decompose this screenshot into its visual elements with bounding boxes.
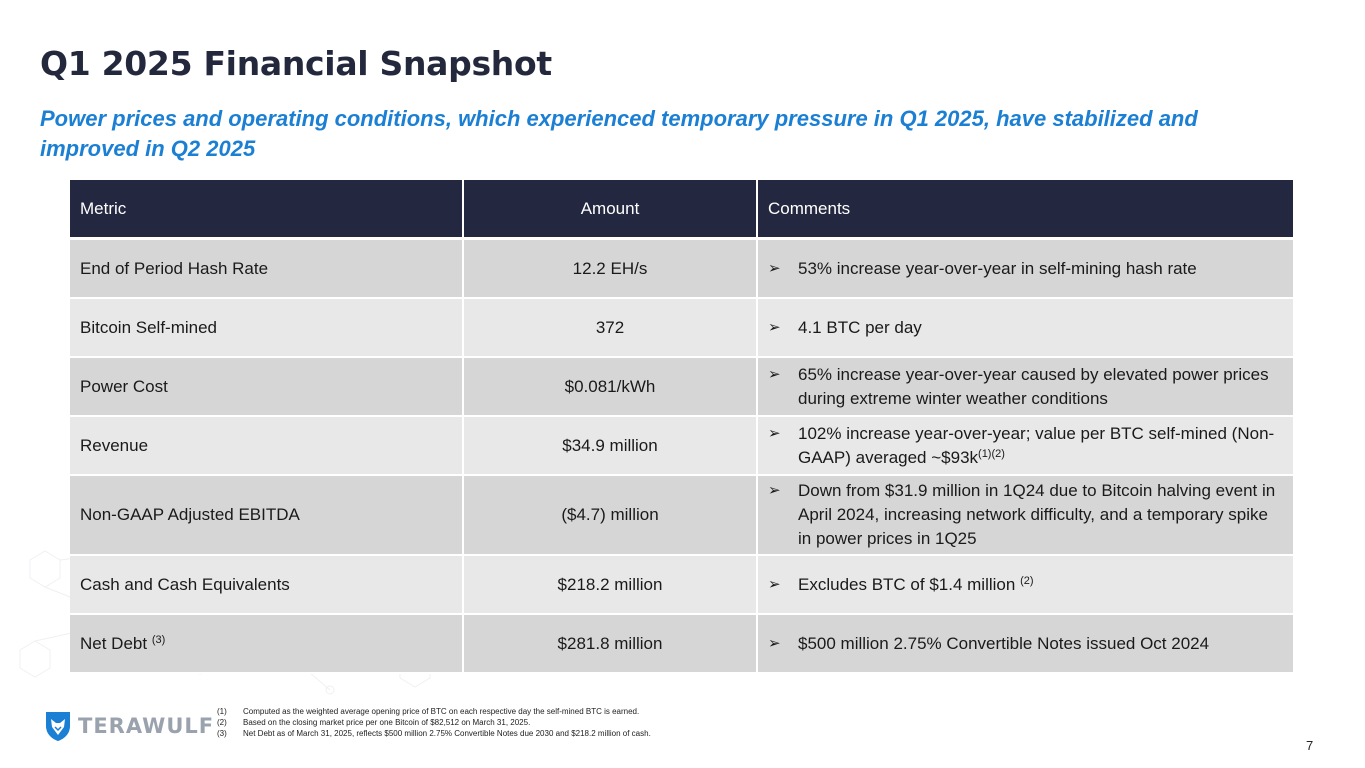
metric-cell: Non-GAAP Adjusted EBITDA: [70, 475, 464, 556]
table-row: Net Debt (3) $281.8 million ➢ $500 millio…: [70, 614, 1293, 674]
header-metric: Metric: [70, 180, 464, 240]
arrow-bullet-icon: ➢: [768, 575, 781, 593]
amount-cell: 372: [463, 298, 758, 358]
metric-cell: Net Debt (3): [70, 614, 464, 674]
comment-cell: ➢ 53% increase year-over-year in self-min…: [757, 238, 1293, 299]
arrow-bullet-icon: ➢: [768, 259, 781, 277]
footnote: (2) Based on the closing market price per…: [217, 718, 531, 727]
table-row: Power Cost $0.081/kWh ➢ 65% increase year…: [70, 357, 1293, 417]
arrow-bullet-icon: ➢: [768, 318, 781, 336]
terawulf-logo: TERAWULF: [44, 710, 214, 742]
amount-cell: $34.9 million: [463, 416, 758, 476]
table-row: Bitcoin Self-mined 372 ➢ 4.1 BTC per day: [70, 298, 1293, 358]
footnotes: (1) Computed as the weighted average open…: [217, 706, 651, 739]
arrow-bullet-icon: ➢: [768, 424, 781, 442]
wolf-shield-icon: [46, 712, 70, 741]
metric-cell: Revenue: [70, 416, 464, 476]
comment-cell: ➢ Down from $31.9 million in 1Q24 due to …: [757, 475, 1293, 556]
page-title: Q1 2025 Financial Snapshot: [40, 44, 552, 83]
comment-cell: ➢ 4.1 BTC per day: [757, 298, 1293, 358]
amount-cell: $0.081/kWh: [463, 357, 758, 417]
header-comments: Comments: [757, 180, 1293, 240]
amount-cell: ($4.7) million: [463, 475, 758, 556]
page-number: 7: [1306, 738, 1314, 753]
arrow-bullet-icon: ➢: [768, 365, 781, 383]
comment-cell: ➢ 102% increase year-over-year; value per…: [757, 416, 1293, 476]
table-row: End of Period Hash Rate 12.2 EH/s ➢ 53% i…: [70, 238, 1293, 299]
comment-cell: ➢ $500 million 2.75% Convertible Notes is…: [757, 614, 1293, 674]
amount-cell: 12.2 EH/s: [463, 238, 758, 299]
logo-wordmark: TERAWULF: [78, 714, 215, 738]
table-header-row: Metric Amount Comments: [70, 180, 1293, 240]
footnote: (1) Computed as the weighted average open…: [217, 707, 640, 716]
financial-snapshot-table: Metric Amount Comments End of Period Has…: [70, 180, 1293, 674]
comment-cell: ➢ 65% increase year-over-year caused by e…: [757, 357, 1293, 417]
metric-cell: Bitcoin Self-mined: [70, 298, 464, 358]
amount-cell: $218.2 million: [463, 555, 758, 615]
table-row: Revenue $34.9 million ➢ 102% increase yea…: [70, 416, 1293, 476]
footnote: (3) Net Debt as of March 31, 2025, reflec…: [217, 729, 651, 738]
metric-cell: End of Period Hash Rate: [70, 238, 464, 299]
amount-cell: $281.8 million: [463, 614, 758, 674]
arrow-bullet-icon: ➢: [768, 634, 781, 652]
arrow-bullet-icon: ➢: [768, 482, 781, 499]
metric-cell: Cash and Cash Equivalents: [70, 555, 464, 615]
page-subtitle: Power prices and operating conditions, w…: [40, 106, 1198, 161]
table-row: Cash and Cash Equivalents $218.2 million…: [70, 555, 1293, 615]
table-row: Non-GAAP Adjusted EBITDA ($4.7) million …: [70, 475, 1293, 556]
metric-cell: Power Cost: [70, 357, 464, 417]
header-amount: Amount: [463, 180, 758, 240]
comment-cell: ➢ Excludes BTC of $1.4 million (2): [757, 555, 1293, 615]
